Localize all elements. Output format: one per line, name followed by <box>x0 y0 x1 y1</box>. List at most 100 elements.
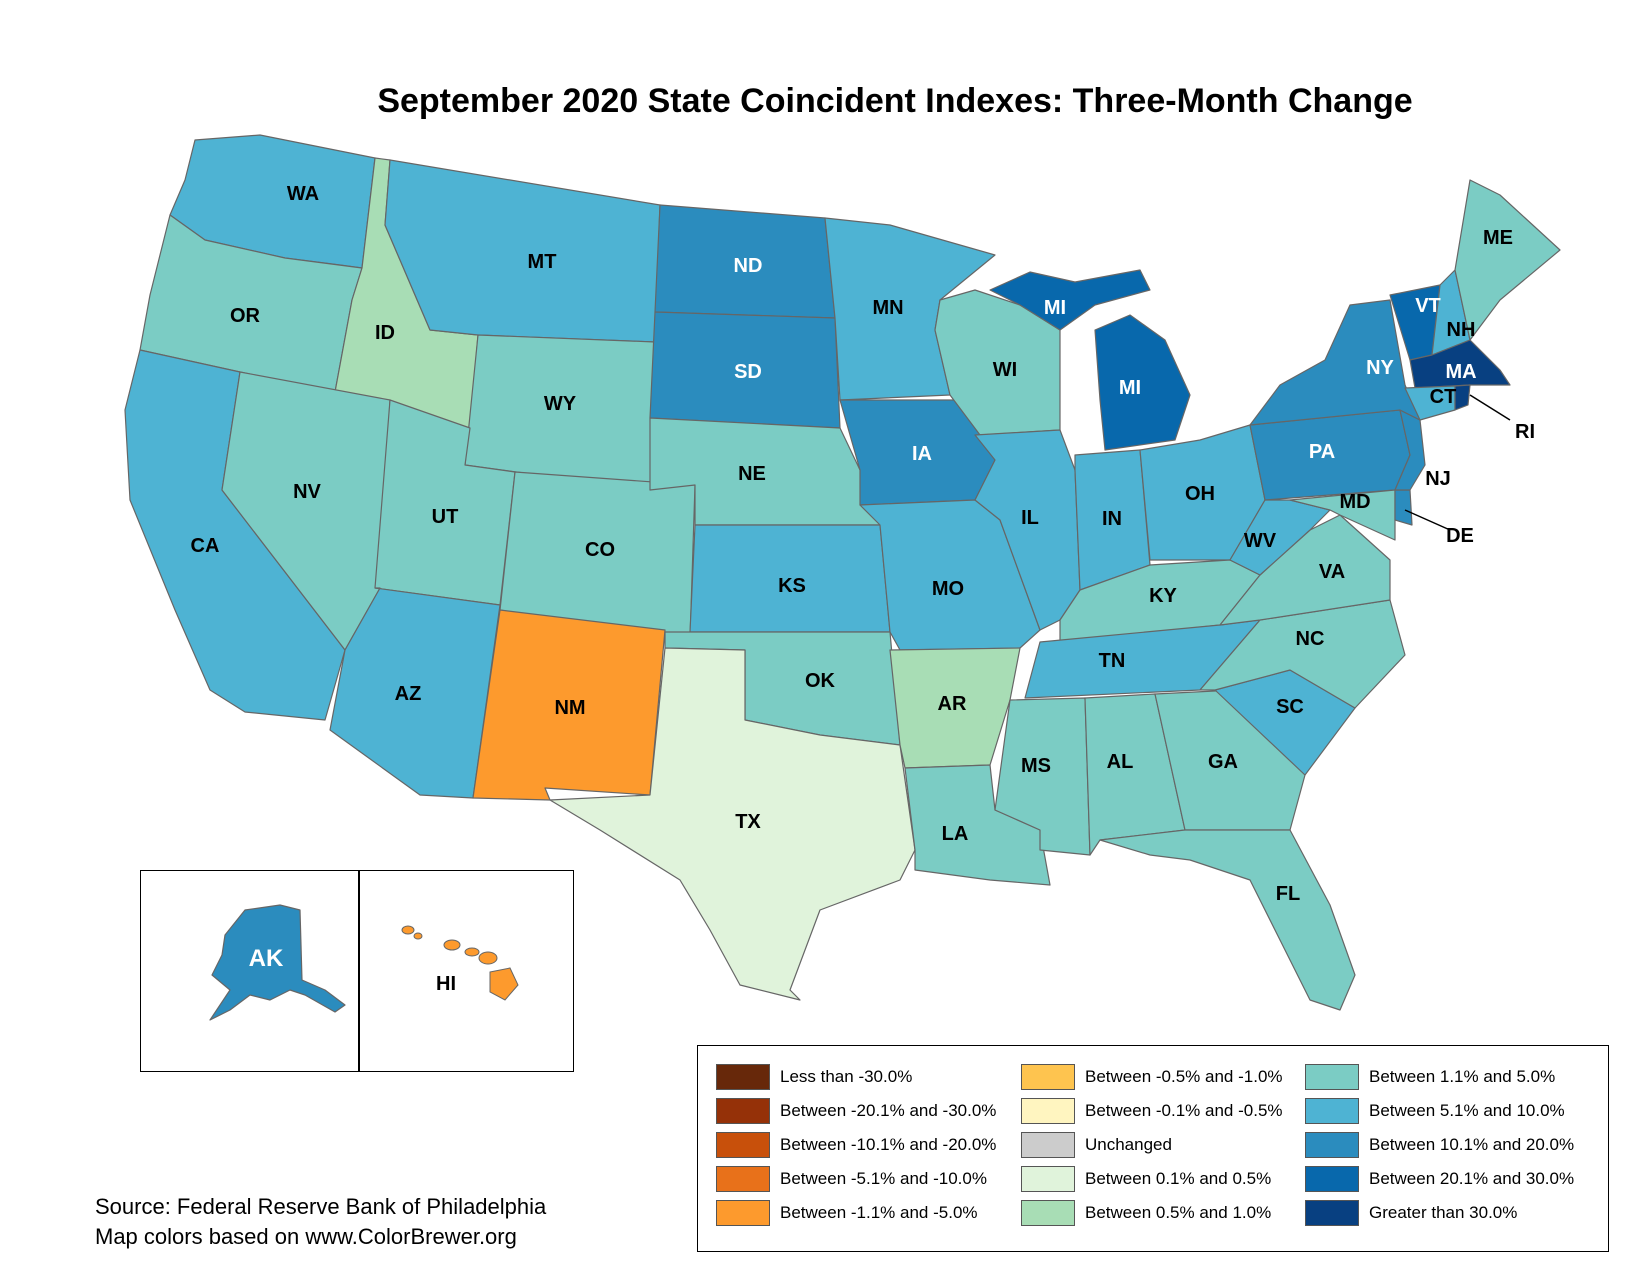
state-FL[interactable] <box>1099 829 1356 1011</box>
legend-item: Between -10.1% and -20.0% <box>716 1128 1021 1162</box>
legend-label: Between 1.1% and 5.0% <box>1369 1067 1556 1086</box>
label-PA: PA <box>1309 441 1335 463</box>
state-LA[interactable] <box>904 764 1051 886</box>
legend-item: Between -5.1% and -10.0% <box>716 1162 1021 1196</box>
label-OK: OK <box>805 670 836 692</box>
legend-swatch <box>1305 1064 1359 1090</box>
legend-item: Between 0.1% and 0.5% <box>1021 1162 1305 1196</box>
legend: Less than -30.0% Between -20.1% and -30.0… <box>697 1045 1609 1252</box>
label-NE: NE <box>738 463 766 485</box>
legend-item: Between -0.1% and -0.5% <box>1021 1094 1305 1128</box>
label-MA: MA <box>1445 361 1476 383</box>
legend-swatch <box>716 1064 770 1090</box>
label-SC: SC <box>1276 696 1304 718</box>
state-NY[interactable] <box>1249 299 1421 426</box>
label-MN: MN <box>872 297 903 319</box>
label-NV: NV <box>293 481 321 503</box>
legend-swatch <box>1305 1200 1359 1226</box>
legend-swatch <box>1305 1098 1359 1124</box>
label-VA: VA <box>1319 561 1345 583</box>
state-MI-upper[interactable] <box>989 269 1151 331</box>
legend-swatch <box>716 1132 770 1158</box>
legend-label: Between 0.5% and 1.0% <box>1085 1203 1272 1222</box>
legend-swatch <box>1021 1166 1075 1192</box>
legend-label: Less than -30.0% <box>780 1067 913 1086</box>
label-NM: NM <box>554 697 585 719</box>
label-LA: LA <box>942 823 969 845</box>
state-ME[interactable] <box>1454 179 1561 341</box>
label-CO: CO <box>585 539 615 561</box>
legend-swatch <box>716 1200 770 1226</box>
label-NH: NH <box>1447 319 1476 341</box>
label-WV: WV <box>1244 530 1277 552</box>
label-ND: ND <box>734 255 763 277</box>
label-CT: CT <box>1430 386 1457 408</box>
state-MT[interactable] <box>384 159 661 343</box>
legend-label: Between -20.1% and -30.0% <box>780 1101 997 1120</box>
label-UT: UT <box>432 506 459 528</box>
legend-label: Greater than 30.0% <box>1369 1203 1518 1222</box>
legend-item: Between -1.1% and -5.0% <box>716 1196 1021 1230</box>
label-MO: MO <box>932 578 964 600</box>
state-AK[interactable] <box>209 904 346 1021</box>
state-MD[interactable] <box>1289 489 1396 541</box>
legend-item: Between -0.5% and -1.0% <box>1021 1060 1305 1094</box>
label-DE: DE <box>1446 525 1474 547</box>
label-MD: MD <box>1339 491 1370 513</box>
state-DE[interactable] <box>1394 489 1413 526</box>
label-OH: OH <box>1185 483 1215 505</box>
label-AK: AK <box>249 945 284 972</box>
label-NY: NY <box>1366 357 1394 379</box>
legend-item: Between 0.5% and 1.0% <box>1021 1196 1305 1230</box>
label-IA: IA <box>912 443 932 465</box>
label-NJ: NJ <box>1425 468 1451 490</box>
legend-item: Between 5.1% and 10.0% <box>1305 1094 1595 1128</box>
label-KY: KY <box>1149 585 1177 607</box>
legend-swatch <box>716 1098 770 1124</box>
label-VT: VT <box>1415 295 1441 317</box>
legend-swatch <box>1021 1132 1075 1158</box>
state-MI-lower[interactable] <box>1094 314 1191 451</box>
legend-label: Between -0.1% and -0.5% <box>1085 1101 1283 1120</box>
state-IL[interactable] <box>974 429 1081 631</box>
legend-swatch <box>1021 1064 1075 1090</box>
label-AZ: AZ <box>395 683 422 705</box>
legend-label: Between -5.1% and -10.0% <box>780 1169 987 1188</box>
state-RI[interactable] <box>1454 384 1471 411</box>
legend-swatch <box>1305 1132 1359 1158</box>
legend-label: Between 0.1% and 0.5% <box>1085 1169 1272 1188</box>
source-line: Source: Federal Reserve Bank of Philadel… <box>95 1194 547 1219</box>
hawaii-inset-frame <box>358 870 574 1072</box>
colorbrewer-line: Map colors based on www.ColorBrewer.org <box>95 1224 517 1249</box>
label-HI: HI <box>436 973 456 995</box>
legend-label: Between -10.1% and -20.0% <box>780 1135 997 1154</box>
legend-item: Between -20.1% and -30.0% <box>716 1094 1021 1128</box>
label-MS: MS <box>1021 755 1051 777</box>
legend-item: Unchanged <box>1021 1128 1305 1162</box>
legend-swatch <box>1305 1166 1359 1192</box>
label-NC: NC <box>1296 628 1325 650</box>
label-MI-upper: MI <box>1044 297 1066 319</box>
label-AL: AL <box>1107 751 1134 773</box>
state-HI[interactable] <box>401 925 519 1001</box>
label-WY: WY <box>544 393 577 415</box>
legend-label: Between 10.1% and 20.0% <box>1369 1135 1575 1154</box>
label-MT: MT <box>528 251 557 273</box>
label-IL: IL <box>1021 507 1039 529</box>
label-OR: OR <box>230 305 261 327</box>
label-WA: WA <box>287 183 319 205</box>
legend-item: Less than -30.0% <box>716 1060 1021 1094</box>
label-SD: SD <box>734 361 762 383</box>
legend-item: Greater than 30.0% <box>1305 1196 1595 1230</box>
legend-swatch <box>1021 1098 1075 1124</box>
alaska-inset-frame <box>140 870 360 1072</box>
legend-swatch <box>716 1166 770 1192</box>
label-KS: KS <box>778 575 806 597</box>
state-TX[interactable] <box>549 647 916 1001</box>
map-title: September 2020 State Coincident Indexes:… <box>377 82 1413 120</box>
legend-label: Unchanged <box>1085 1135 1172 1154</box>
legend-swatch <box>1021 1200 1075 1226</box>
state-NM[interactable] <box>472 609 666 801</box>
legend-label: Between -0.5% and -1.0% <box>1085 1067 1283 1086</box>
